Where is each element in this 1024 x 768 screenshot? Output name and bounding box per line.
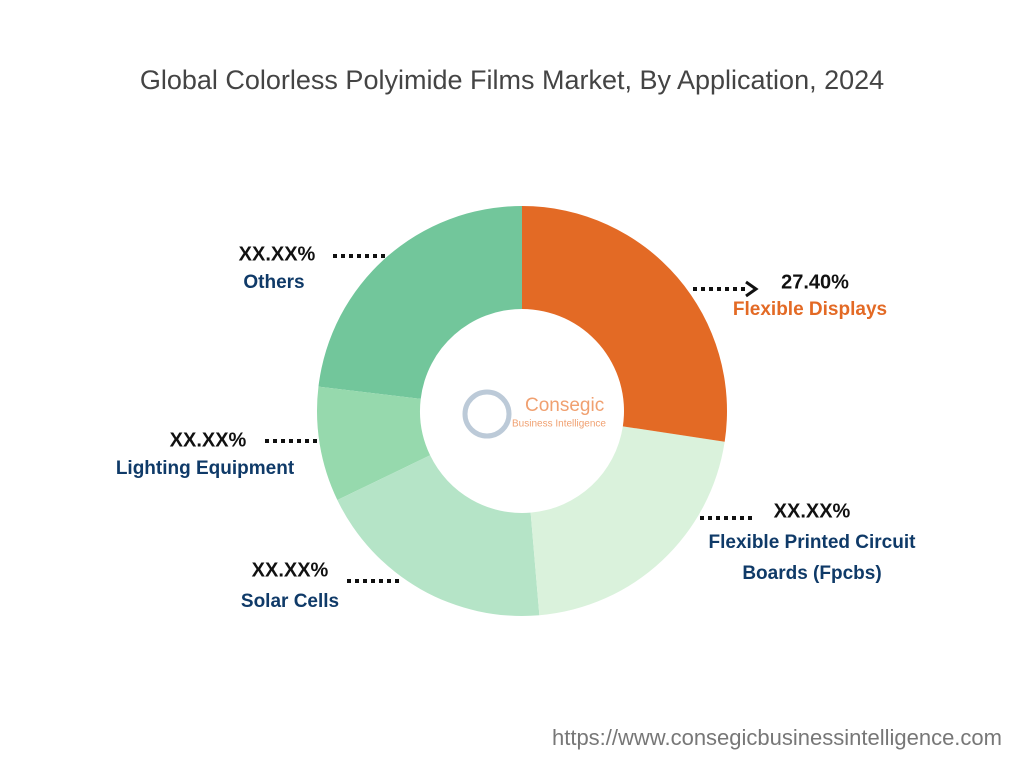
logo-text: Consegic: [525, 395, 604, 416]
chart-title: Global Colorless Polyimide Films Market,…: [140, 65, 884, 95]
category-label: Solar Cells: [241, 591, 339, 612]
value-label: 27.40%: [781, 271, 849, 293]
source-url: https://www.consegicbusinessintelligence…: [552, 725, 1002, 750]
logo-subtext: Business Intelligence: [512, 419, 606, 430]
donut-slice: [317, 386, 431, 501]
donut-slice: [318, 206, 522, 399]
category-label: Lighting Equipment: [116, 458, 295, 479]
category-label: Flexible Printed Circuit Boards (Fpcbs): [709, 532, 917, 584]
value-label: XX.XX%: [774, 500, 851, 522]
logo-icon: [462, 389, 512, 439]
leader-lines: [265, 254, 759, 583]
category-label: Flexible Displays: [733, 299, 887, 320]
value-label: XX.XX%: [252, 559, 329, 581]
value-label: XX.XX%: [239, 243, 316, 265]
labels: 27.40% Flexible Displays XX.XX% Flexible Pr…: [116, 243, 916, 612]
value-label: XX.XX%: [170, 429, 247, 451]
donut-slice: [337, 455, 540, 616]
donut-slice: [530, 426, 725, 616]
donut-slice: [522, 206, 727, 442]
arrow-head: [745, 280, 759, 298]
category-label: Others: [243, 272, 304, 293]
logo: Consegic Business Intelligence: [462, 389, 606, 439]
